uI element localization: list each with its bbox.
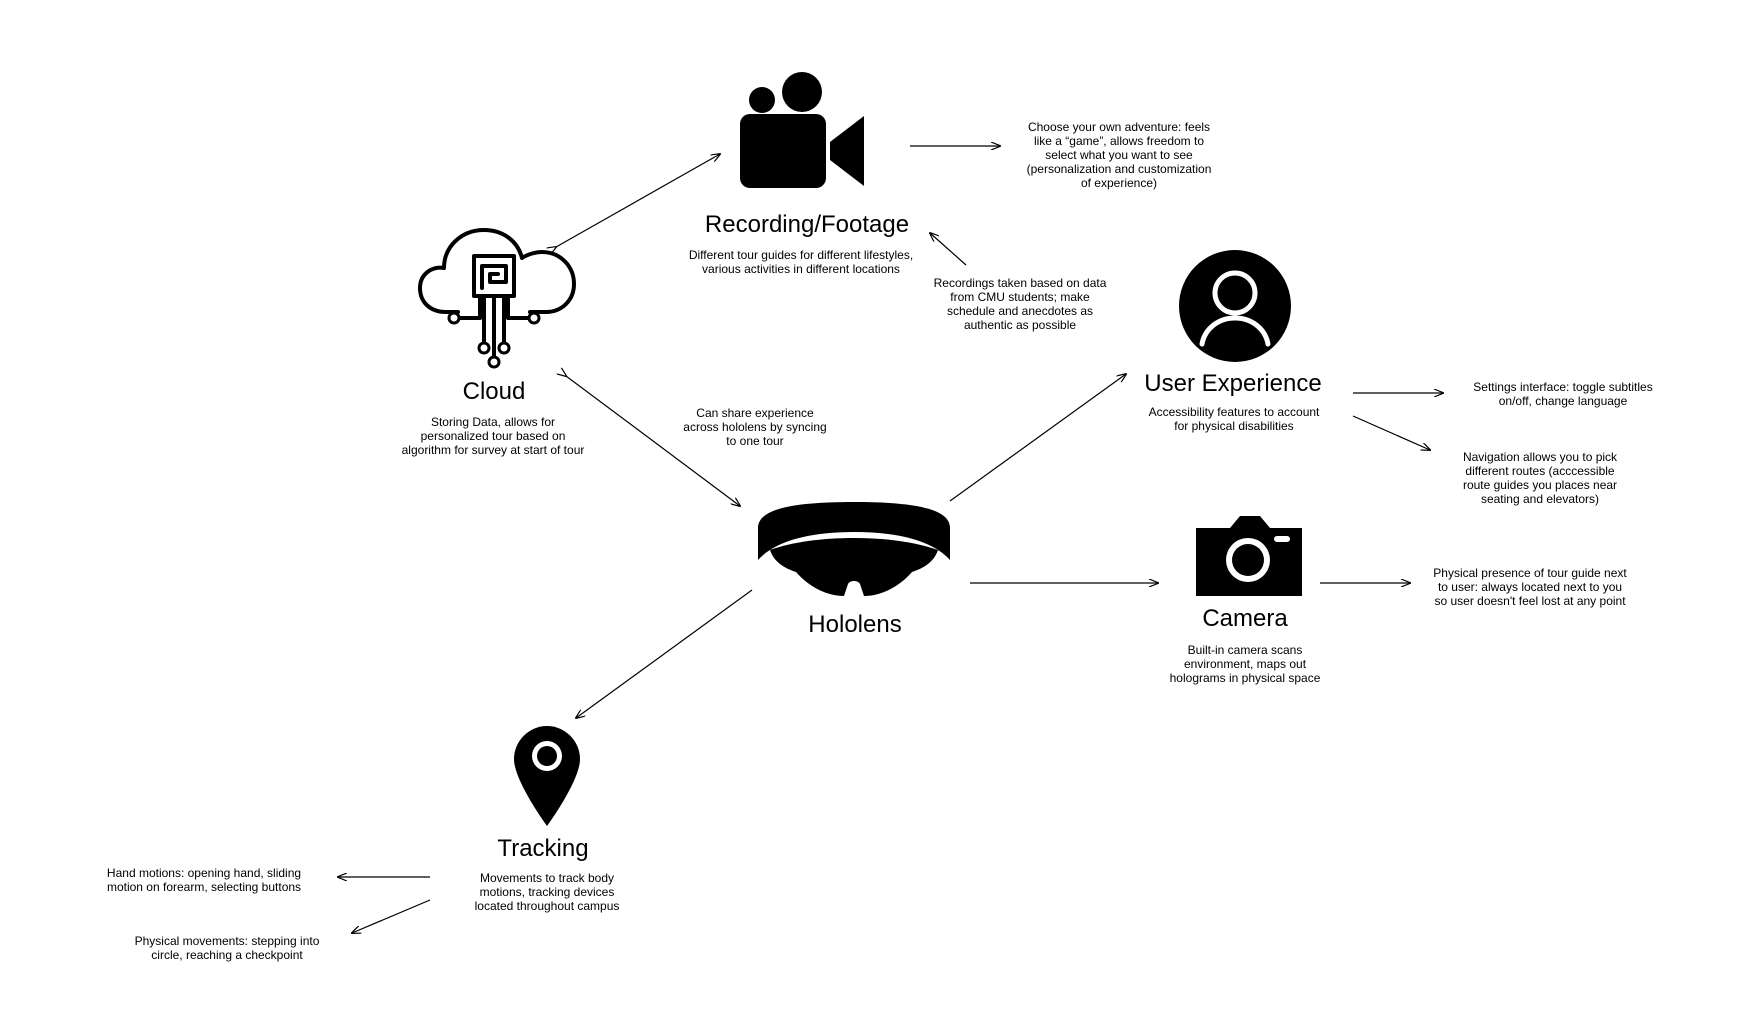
location-pin-icon xyxy=(514,726,580,826)
share-note: Can share experience across hololens by … xyxy=(683,406,827,448)
camera-title: Camera xyxy=(1202,605,1288,632)
arrow-ux-navigation xyxy=(1352,415,1430,450)
navigation-note: Navigation allows you to pick different … xyxy=(1462,450,1618,506)
camera-description: Built-in camera scans environment, maps … xyxy=(1169,643,1321,685)
hand-motions-note: Hand motions: opening hand, sliding moti… xyxy=(106,866,302,894)
hololens-title: Hololens xyxy=(808,611,902,638)
tracking-description: Movements to track body motions, trackin… xyxy=(474,871,620,913)
settings-note: Settings interface: toggle subtitles on/… xyxy=(1473,380,1653,408)
arrow-tracking-physical xyxy=(352,899,431,933)
adventure-note: Choose your own adventure: feels like a … xyxy=(1026,120,1212,190)
recording-description: Different tour guides for different life… xyxy=(688,248,914,276)
arrow-recordings-data xyxy=(930,233,967,266)
tracking-title: Tracking xyxy=(497,835,589,862)
user-experience-title: User Experience xyxy=(1144,370,1322,397)
cloud-description: Storing Data, allows for personalized to… xyxy=(401,415,585,457)
physical-movements-note: Physical movements: stepping into circle… xyxy=(134,934,320,962)
user-avatar-icon xyxy=(1179,250,1291,362)
arrow-cloud-hololens xyxy=(566,376,740,506)
mixed-reality-headset-icon xyxy=(758,502,950,596)
presence-note: Physical presence of tour guide next to … xyxy=(1433,566,1627,608)
photo-camera-icon xyxy=(1196,516,1302,596)
recording-title: Recording/Footage xyxy=(704,211,910,238)
recordings-data-note: Recordings taken based on data from CMU … xyxy=(933,276,1107,332)
user-experience-description: Accessibility features to account for ph… xyxy=(1148,405,1320,433)
video-camera-icon xyxy=(740,72,864,188)
cloud-chip-icon xyxy=(418,228,576,369)
arrow-hololens-tracking xyxy=(576,589,753,718)
arrow-hololens-user-experience xyxy=(949,374,1126,502)
cloud-title: Cloud xyxy=(462,378,526,405)
arrow-cloud-recording xyxy=(556,154,720,247)
